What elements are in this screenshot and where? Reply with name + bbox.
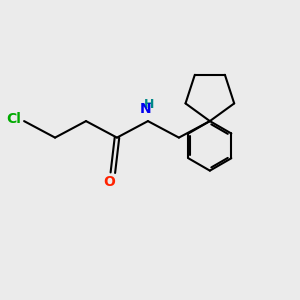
Text: O: O [103,175,116,189]
Text: Cl: Cl [6,112,21,126]
Text: N: N [140,102,152,116]
Text: H: H [144,98,154,111]
